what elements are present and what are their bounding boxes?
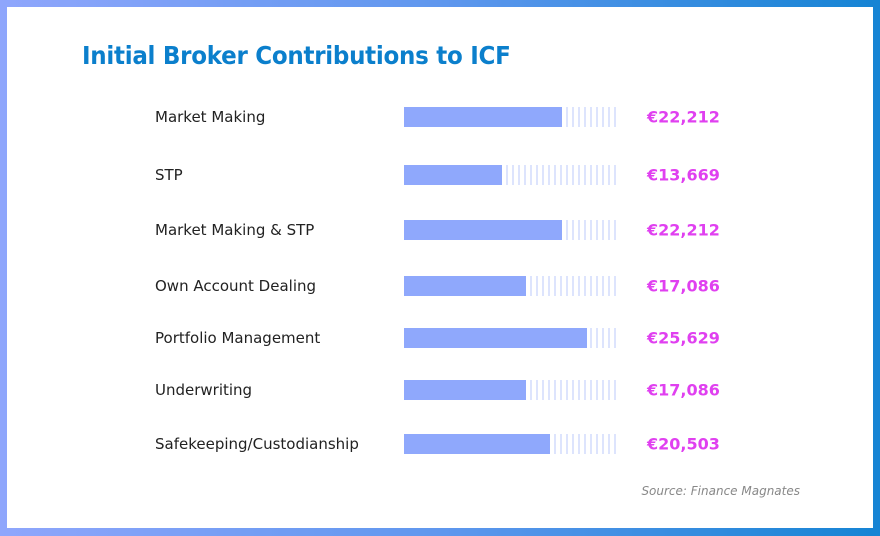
value-label: €22,212 bbox=[647, 107, 720, 127]
bar-track bbox=[404, 434, 618, 454]
bar bbox=[404, 434, 551, 454]
bar bbox=[404, 107, 563, 127]
bar-track bbox=[404, 220, 618, 240]
value-label: €25,629 bbox=[647, 328, 720, 348]
bar-track bbox=[404, 165, 618, 185]
value-label: €20,503 bbox=[647, 434, 720, 454]
category-label: Market Making & STP bbox=[155, 221, 315, 239]
bar bbox=[404, 276, 526, 296]
bar-track bbox=[404, 276, 618, 296]
bar bbox=[404, 328, 587, 348]
category-label: Portfolio Management bbox=[155, 329, 321, 347]
value-label: €17,086 bbox=[647, 276, 720, 296]
value-label: €22,212 bbox=[647, 220, 720, 240]
value-label: €13,669 bbox=[647, 165, 720, 185]
category-label: STP bbox=[155, 166, 183, 184]
value-label: €17,086 bbox=[647, 380, 720, 400]
category-label: Underwriting bbox=[155, 381, 253, 399]
bar bbox=[404, 220, 563, 240]
chart-card: Initial Broker Contributions to ICF Mark… bbox=[7, 7, 873, 528]
bar-track bbox=[404, 380, 618, 400]
chart-title: Initial Broker Contributions to ICF bbox=[82, 41, 511, 70]
source-note: Source: Finance Magnates bbox=[641, 484, 800, 498]
category-label: Own Account Dealing bbox=[155, 277, 317, 295]
category-label: Safekeeping/Custodianship bbox=[155, 435, 359, 453]
bar bbox=[404, 165, 502, 185]
bar bbox=[404, 380, 526, 400]
bar-track bbox=[404, 107, 618, 127]
bar-track bbox=[404, 328, 618, 348]
category-label: Market Making bbox=[155, 108, 266, 126]
